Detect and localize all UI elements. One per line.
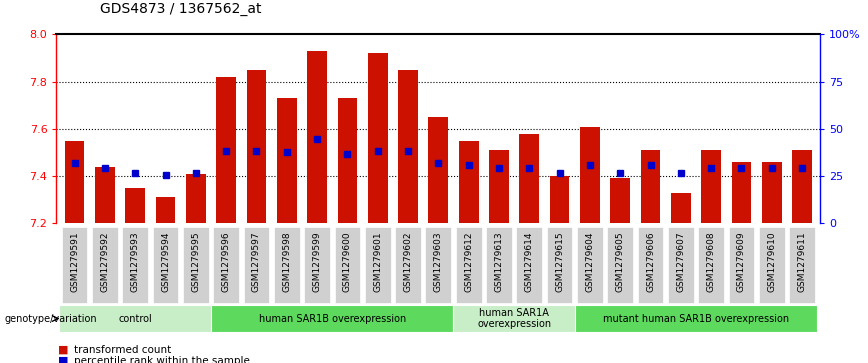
FancyBboxPatch shape [789,227,815,303]
Text: ■: ■ [58,356,69,363]
FancyBboxPatch shape [334,227,360,303]
Bar [732,162,752,223]
Bar [762,162,781,223]
Bar [368,53,388,223]
FancyBboxPatch shape [59,306,211,332]
Text: GSM1279604: GSM1279604 [585,232,595,292]
Text: GSM1279600: GSM1279600 [343,232,352,292]
Text: GSM1279611: GSM1279611 [798,232,806,292]
Bar [155,197,175,223]
Text: genotype/variation: genotype/variation [4,314,97,323]
FancyBboxPatch shape [304,227,330,303]
Text: GSM1279615: GSM1279615 [555,232,564,292]
Bar [519,134,539,223]
FancyBboxPatch shape [575,306,818,332]
Text: GSM1279598: GSM1279598 [282,232,292,292]
Text: GSM1279607: GSM1279607 [676,232,686,292]
Bar [671,192,691,223]
Text: GSM1279597: GSM1279597 [252,232,261,292]
Bar [641,150,661,223]
FancyBboxPatch shape [728,227,754,303]
Bar [549,176,569,223]
FancyBboxPatch shape [122,227,148,303]
FancyBboxPatch shape [547,227,573,303]
FancyBboxPatch shape [365,227,391,303]
FancyBboxPatch shape [698,227,724,303]
Text: GSM1279596: GSM1279596 [221,232,231,292]
Text: GSM1279602: GSM1279602 [404,232,412,292]
Bar [125,188,145,223]
FancyBboxPatch shape [453,306,575,332]
Bar [247,70,266,223]
FancyBboxPatch shape [516,227,542,303]
Text: GSM1279614: GSM1279614 [525,232,534,292]
Bar [338,98,358,223]
FancyBboxPatch shape [425,227,451,303]
Text: GSM1279612: GSM1279612 [464,232,473,292]
FancyBboxPatch shape [395,227,421,303]
Text: mutant human SAR1B overexpression: mutant human SAR1B overexpression [603,314,789,323]
Bar [216,77,236,223]
Text: GSM1279613: GSM1279613 [495,232,503,292]
FancyBboxPatch shape [92,227,118,303]
Bar [65,140,84,223]
FancyBboxPatch shape [486,227,512,303]
Text: GSM1279603: GSM1279603 [434,232,443,292]
Text: GSM1279595: GSM1279595 [191,232,201,292]
Text: GSM1279592: GSM1279592 [101,232,109,292]
FancyBboxPatch shape [668,227,694,303]
FancyBboxPatch shape [608,227,633,303]
Text: GSM1279601: GSM1279601 [373,232,382,292]
Bar [429,117,448,223]
Text: GSM1279608: GSM1279608 [707,232,715,292]
Text: GDS4873 / 1367562_at: GDS4873 / 1367562_at [100,2,261,16]
Text: human SAR1B overexpression: human SAR1B overexpression [259,314,406,323]
FancyBboxPatch shape [211,306,453,332]
FancyBboxPatch shape [759,227,785,303]
Text: GSM1279594: GSM1279594 [161,232,170,292]
Bar [186,174,206,223]
Text: GSM1279599: GSM1279599 [312,232,322,292]
FancyBboxPatch shape [214,227,239,303]
Bar [580,126,600,223]
Text: GSM1279605: GSM1279605 [615,232,625,292]
FancyBboxPatch shape [274,227,299,303]
Text: percentile rank within the sample: percentile rank within the sample [74,356,250,363]
FancyBboxPatch shape [638,227,663,303]
FancyBboxPatch shape [183,227,208,303]
Text: ■: ■ [58,345,69,355]
Text: GSM1279593: GSM1279593 [131,232,140,292]
FancyBboxPatch shape [577,227,602,303]
Text: GSM1279591: GSM1279591 [70,232,79,292]
Bar [489,150,509,223]
FancyBboxPatch shape [244,227,269,303]
Bar [307,51,327,223]
Bar [792,150,812,223]
Text: GSM1279609: GSM1279609 [737,232,746,292]
Bar [610,179,630,223]
Text: control: control [118,314,152,323]
FancyBboxPatch shape [62,227,88,303]
Text: human SAR1A
overexpression: human SAR1A overexpression [477,308,551,329]
FancyBboxPatch shape [456,227,482,303]
Bar [398,70,418,223]
Bar [701,150,721,223]
Bar [277,98,297,223]
Text: GSM1279606: GSM1279606 [646,232,655,292]
Text: transformed count: transformed count [74,345,171,355]
Bar [95,167,115,223]
FancyBboxPatch shape [153,227,179,303]
Text: GSM1279610: GSM1279610 [767,232,776,292]
Bar [459,140,478,223]
